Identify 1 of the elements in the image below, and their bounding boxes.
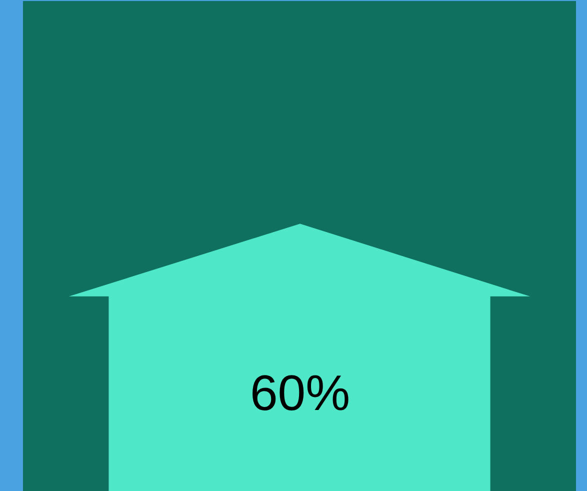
data-label: 60%	[250, 365, 350, 421]
